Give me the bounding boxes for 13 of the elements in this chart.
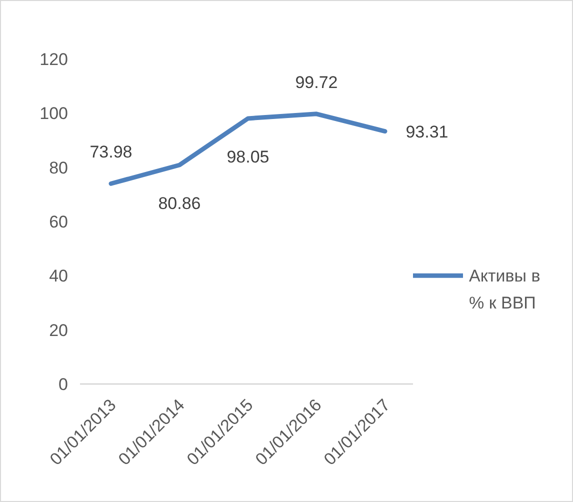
data-label: 93.31 (406, 122, 448, 142)
y-tick-label: 120 (40, 50, 68, 69)
data-label: 98.05 (226, 147, 270, 166)
y-tick-label: 0 (58, 375, 68, 394)
data-label: 80.86 (158, 194, 201, 214)
data-label: 73.98 (90, 142, 132, 162)
y-tick-label: 40 (49, 266, 68, 286)
y-tick-label: 60 (49, 212, 68, 232)
y-tick-label: 80 (49, 158, 68, 178)
legend-label: Активы в % к ВВП (469, 266, 540, 313)
y-tick-label: 20 (49, 320, 68, 340)
data-label: 99.72 (295, 72, 338, 92)
y-tick-label: 100 (40, 104, 68, 124)
